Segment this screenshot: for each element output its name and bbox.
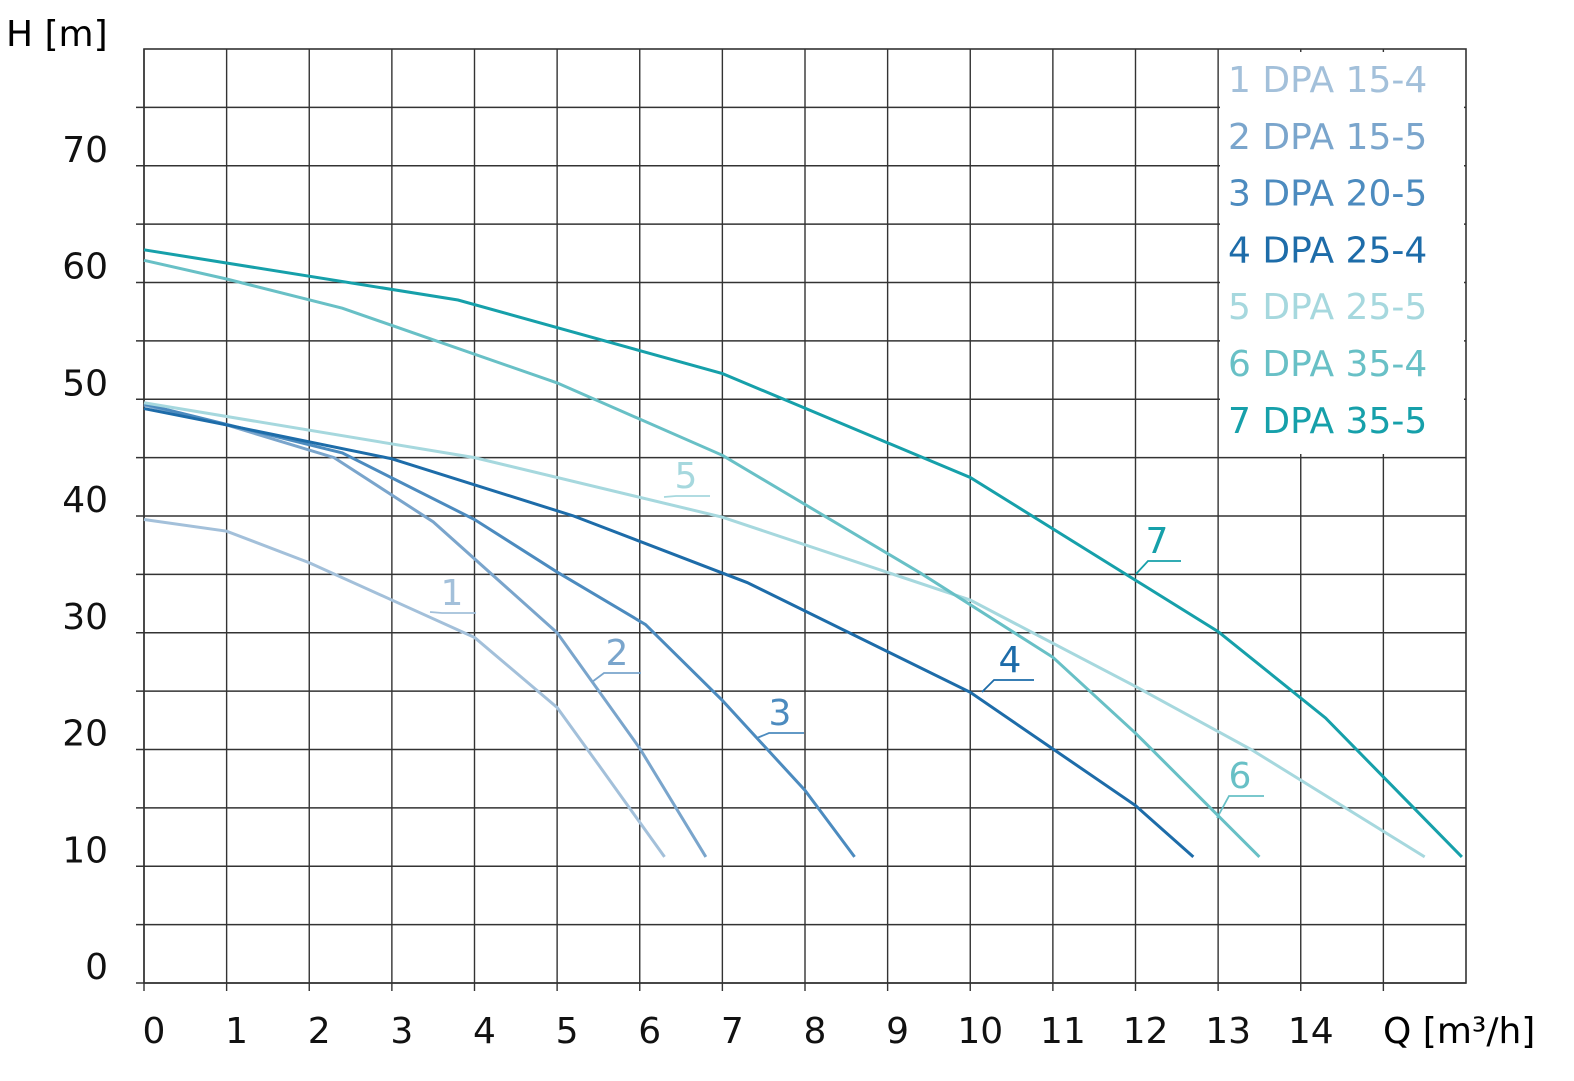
y-axis-title: H [m] — [6, 14, 108, 55]
curve-label: 5 — [675, 456, 698, 497]
curve-label-leader — [663, 495, 710, 498]
legend-entry: 7 DPA 35-5 — [1228, 401, 1427, 442]
x-tick-label: 10 — [957, 1011, 1003, 1052]
y-tick-label: 70 — [62, 130, 108, 171]
curve-label: 4 — [999, 640, 1022, 681]
curve-label: 1 — [441, 573, 464, 614]
legend-entry: 3 DPA 20-5 — [1228, 174, 1427, 215]
x-tick-label: 6 — [638, 1011, 661, 1052]
curve — [143, 518, 666, 858]
curve-label: 7 — [1146, 521, 1169, 562]
x-tick-label: 4 — [473, 1011, 496, 1052]
legend-entry: 1 DPA 15-4 — [1228, 60, 1427, 101]
y-tick-label: 0 — [85, 947, 108, 988]
curve-label: 6 — [1229, 756, 1252, 797]
curve — [143, 403, 708, 858]
curve-label-leader — [429, 611, 476, 614]
curve-label-leader — [1216, 795, 1264, 819]
curve-label: 2 — [606, 633, 629, 674]
curve-label-leader — [591, 672, 641, 683]
y-tick-label: 50 — [62, 363, 108, 404]
curve-label: 3 — [769, 693, 792, 734]
y-tick-label: 40 — [62, 480, 108, 521]
legend-box — [1220, 52, 1464, 454]
curve — [143, 401, 1426, 859]
y-tick-label: 60 — [62, 247, 108, 288]
x-tick-label: 9 — [886, 1011, 909, 1052]
curve — [143, 407, 1195, 859]
curve-label-leader — [1135, 560, 1181, 575]
legend-entry: 4 DPA 25-4 — [1228, 230, 1427, 271]
x-tick-label: 2 — [308, 1011, 331, 1052]
y-tick-label: 30 — [62, 597, 108, 638]
x-tick-label: 0 — [143, 1011, 166, 1052]
y-tick-label: 20 — [62, 714, 108, 755]
curve-label-leader — [981, 679, 1034, 693]
x-tick-label: 13 — [1205, 1011, 1251, 1052]
x-tick-label: 3 — [390, 1011, 413, 1052]
x-tick-label: 11 — [1040, 1011, 1086, 1052]
x-tick-label: 12 — [1123, 1011, 1169, 1052]
curve — [143, 258, 1261, 858]
x-axis-title: Q [m³/h] — [1383, 1011, 1535, 1052]
x-tick-label: 1 — [225, 1011, 248, 1052]
legend-entry: 5 DPA 25-5 — [1228, 287, 1427, 328]
legend-entry: 2 DPA 15-5 — [1228, 117, 1427, 158]
x-tick-label: 7 — [721, 1011, 744, 1052]
x-tick-label: 8 — [804, 1011, 827, 1052]
curve — [143, 402, 856, 858]
x-tick-label: 14 — [1288, 1011, 1334, 1052]
legend-entry: 6 DPA 35-4 — [1228, 344, 1427, 385]
curve — [143, 248, 1463, 858]
curve-label-leader — [756, 732, 804, 739]
y-tick-label: 10 — [62, 830, 108, 871]
x-tick-label: 5 — [556, 1011, 579, 1052]
